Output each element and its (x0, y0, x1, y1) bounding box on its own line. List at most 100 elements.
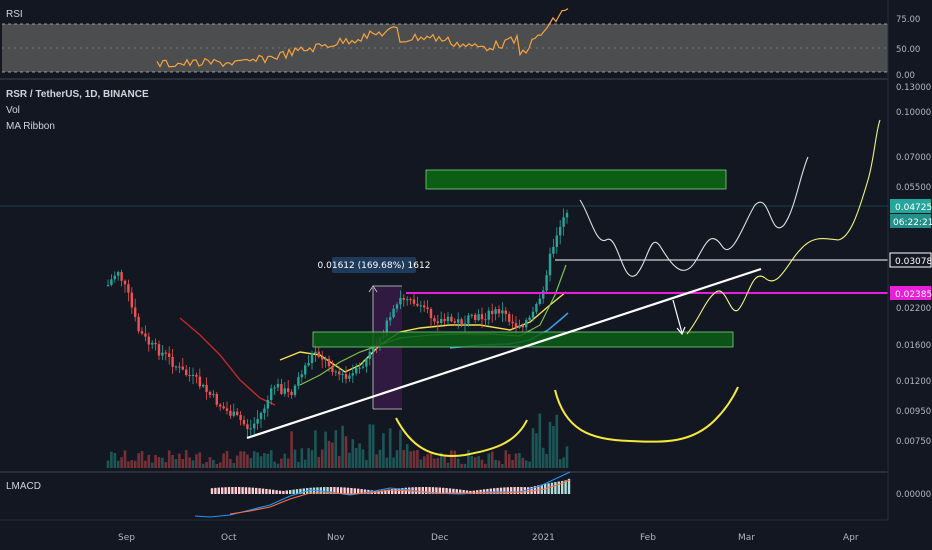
magenta-level-value: 0.02385 (895, 290, 932, 300)
rsi-label: RSI (6, 9, 23, 20)
volume-bar (273, 461, 276, 468)
volume-bar (191, 460, 195, 468)
lmacd-hist-bar (435, 487, 438, 494)
lmacd-hist-bar (476, 490, 479, 494)
lmacd-hist-bar (486, 488, 489, 494)
volume-bar (558, 459, 562, 468)
volume-bar (439, 452, 443, 468)
indicator-ma-ribbon[interactable]: MA Ribbon (6, 121, 55, 132)
lmacd-hist-bar (561, 480, 564, 494)
lmacd-hist-bar (455, 489, 458, 494)
candle-body (317, 351, 320, 357)
volume-bar (150, 462, 154, 468)
candle-body (314, 351, 317, 354)
lmacd-hist-bar (221, 487, 224, 494)
candle-body (117, 272, 120, 276)
lmacd-hist-bar (421, 487, 424, 494)
candle-body (419, 305, 422, 307)
lmacd-tick: 0.00000 (896, 490, 931, 500)
lmacd-hist-bar (241, 487, 244, 494)
price-tick-6: 0.01200 (896, 377, 931, 387)
volume-bar (283, 453, 287, 468)
lmacd-hist-bar (210, 488, 214, 494)
rsi-tick-0: 0.00 (896, 71, 915, 81)
volume-bar (497, 460, 501, 468)
volume-bar (137, 453, 140, 468)
candle-body (484, 319, 487, 321)
volume-bar (205, 461, 208, 468)
measure-label-box (332, 257, 416, 273)
volume-bar (354, 447, 358, 468)
candle-body (521, 325, 524, 328)
candle-body (480, 314, 484, 320)
candle-body (120, 272, 123, 281)
volume-bar (494, 459, 497, 468)
candle-body (358, 367, 361, 369)
projection-path-yellow (686, 119, 881, 335)
candle-body (514, 323, 518, 328)
candle-body (307, 362, 310, 366)
candle-body (457, 319, 460, 323)
volume-bar (409, 451, 412, 468)
last-price-value: 0.04725 (895, 203, 932, 213)
volume-bar (344, 436, 348, 468)
candle-body (450, 316, 453, 322)
volume-bar (331, 442, 334, 468)
candle-body (341, 374, 344, 376)
candle-body (351, 373, 354, 376)
indicator-vol[interactable]: Vol (6, 105, 20, 116)
time-axis[interactable]: Sep Oct Nov Dec 2021 Feb Mar Apr (0, 519, 888, 543)
lmacd-hist-bar (465, 490, 469, 494)
volume-bar (524, 460, 528, 468)
volume-bar (405, 444, 409, 468)
lmacd-hist-bar (547, 483, 550, 494)
volume-bar (188, 457, 191, 468)
candle-body (324, 358, 327, 360)
candle-body (232, 411, 235, 416)
candle-body (470, 314, 473, 316)
candle-body (259, 412, 263, 420)
volume-bar (334, 430, 338, 468)
candle-body (157, 344, 161, 356)
volume-bar (178, 453, 181, 468)
time-tick-2021: 2021 (532, 533, 555, 543)
candle-body (123, 280, 127, 285)
candle-body (368, 351, 371, 359)
price-pane[interactable]: 0.01612 (169.68%) 1612 RSR / TetherUS, 1… (0, 89, 888, 468)
lmacd-hist-bar (261, 488, 265, 494)
volume-bar (545, 453, 548, 468)
support-zone[interactable] (312, 331, 734, 348)
candle-body (406, 299, 409, 301)
candle-body (467, 315, 470, 324)
volume-bar (552, 426, 555, 468)
volume-bar (548, 421, 552, 468)
rsi-tick-75: 75.00 (896, 15, 920, 25)
lmacd-signal-line (229, 479, 571, 515)
volume-bar (541, 447, 545, 468)
lmacd-hist-bar (329, 487, 333, 494)
lmacd-pane[interactable]: LMACD (6, 471, 571, 518)
price-axis[interactable]: 75.00 50.00 0.00 0.13000 0.10000 0.07000… (887, 0, 932, 520)
candle-body (446, 316, 450, 322)
candle-body (263, 408, 266, 413)
volume-bar (467, 450, 470, 468)
volume-bar (385, 457, 389, 468)
volume-bar (317, 457, 321, 468)
rsi-pane[interactable]: RSI (2, 8, 888, 73)
volume-bar (531, 428, 535, 468)
volume-bar (133, 460, 137, 468)
volume-bar (504, 450, 508, 468)
volume-bar (218, 462, 222, 468)
volume-bar (419, 459, 423, 468)
volume-bar (256, 452, 259, 468)
volume-bar (116, 460, 120, 468)
candle-body (266, 399, 269, 409)
candle-body (140, 331, 144, 334)
resistance-zone[interactable] (425, 169, 727, 190)
candle-body (477, 314, 480, 321)
ascending-trendline[interactable] (246, 267, 762, 440)
candle-body (202, 384, 205, 387)
lmacd-hist-bar (363, 489, 367, 494)
